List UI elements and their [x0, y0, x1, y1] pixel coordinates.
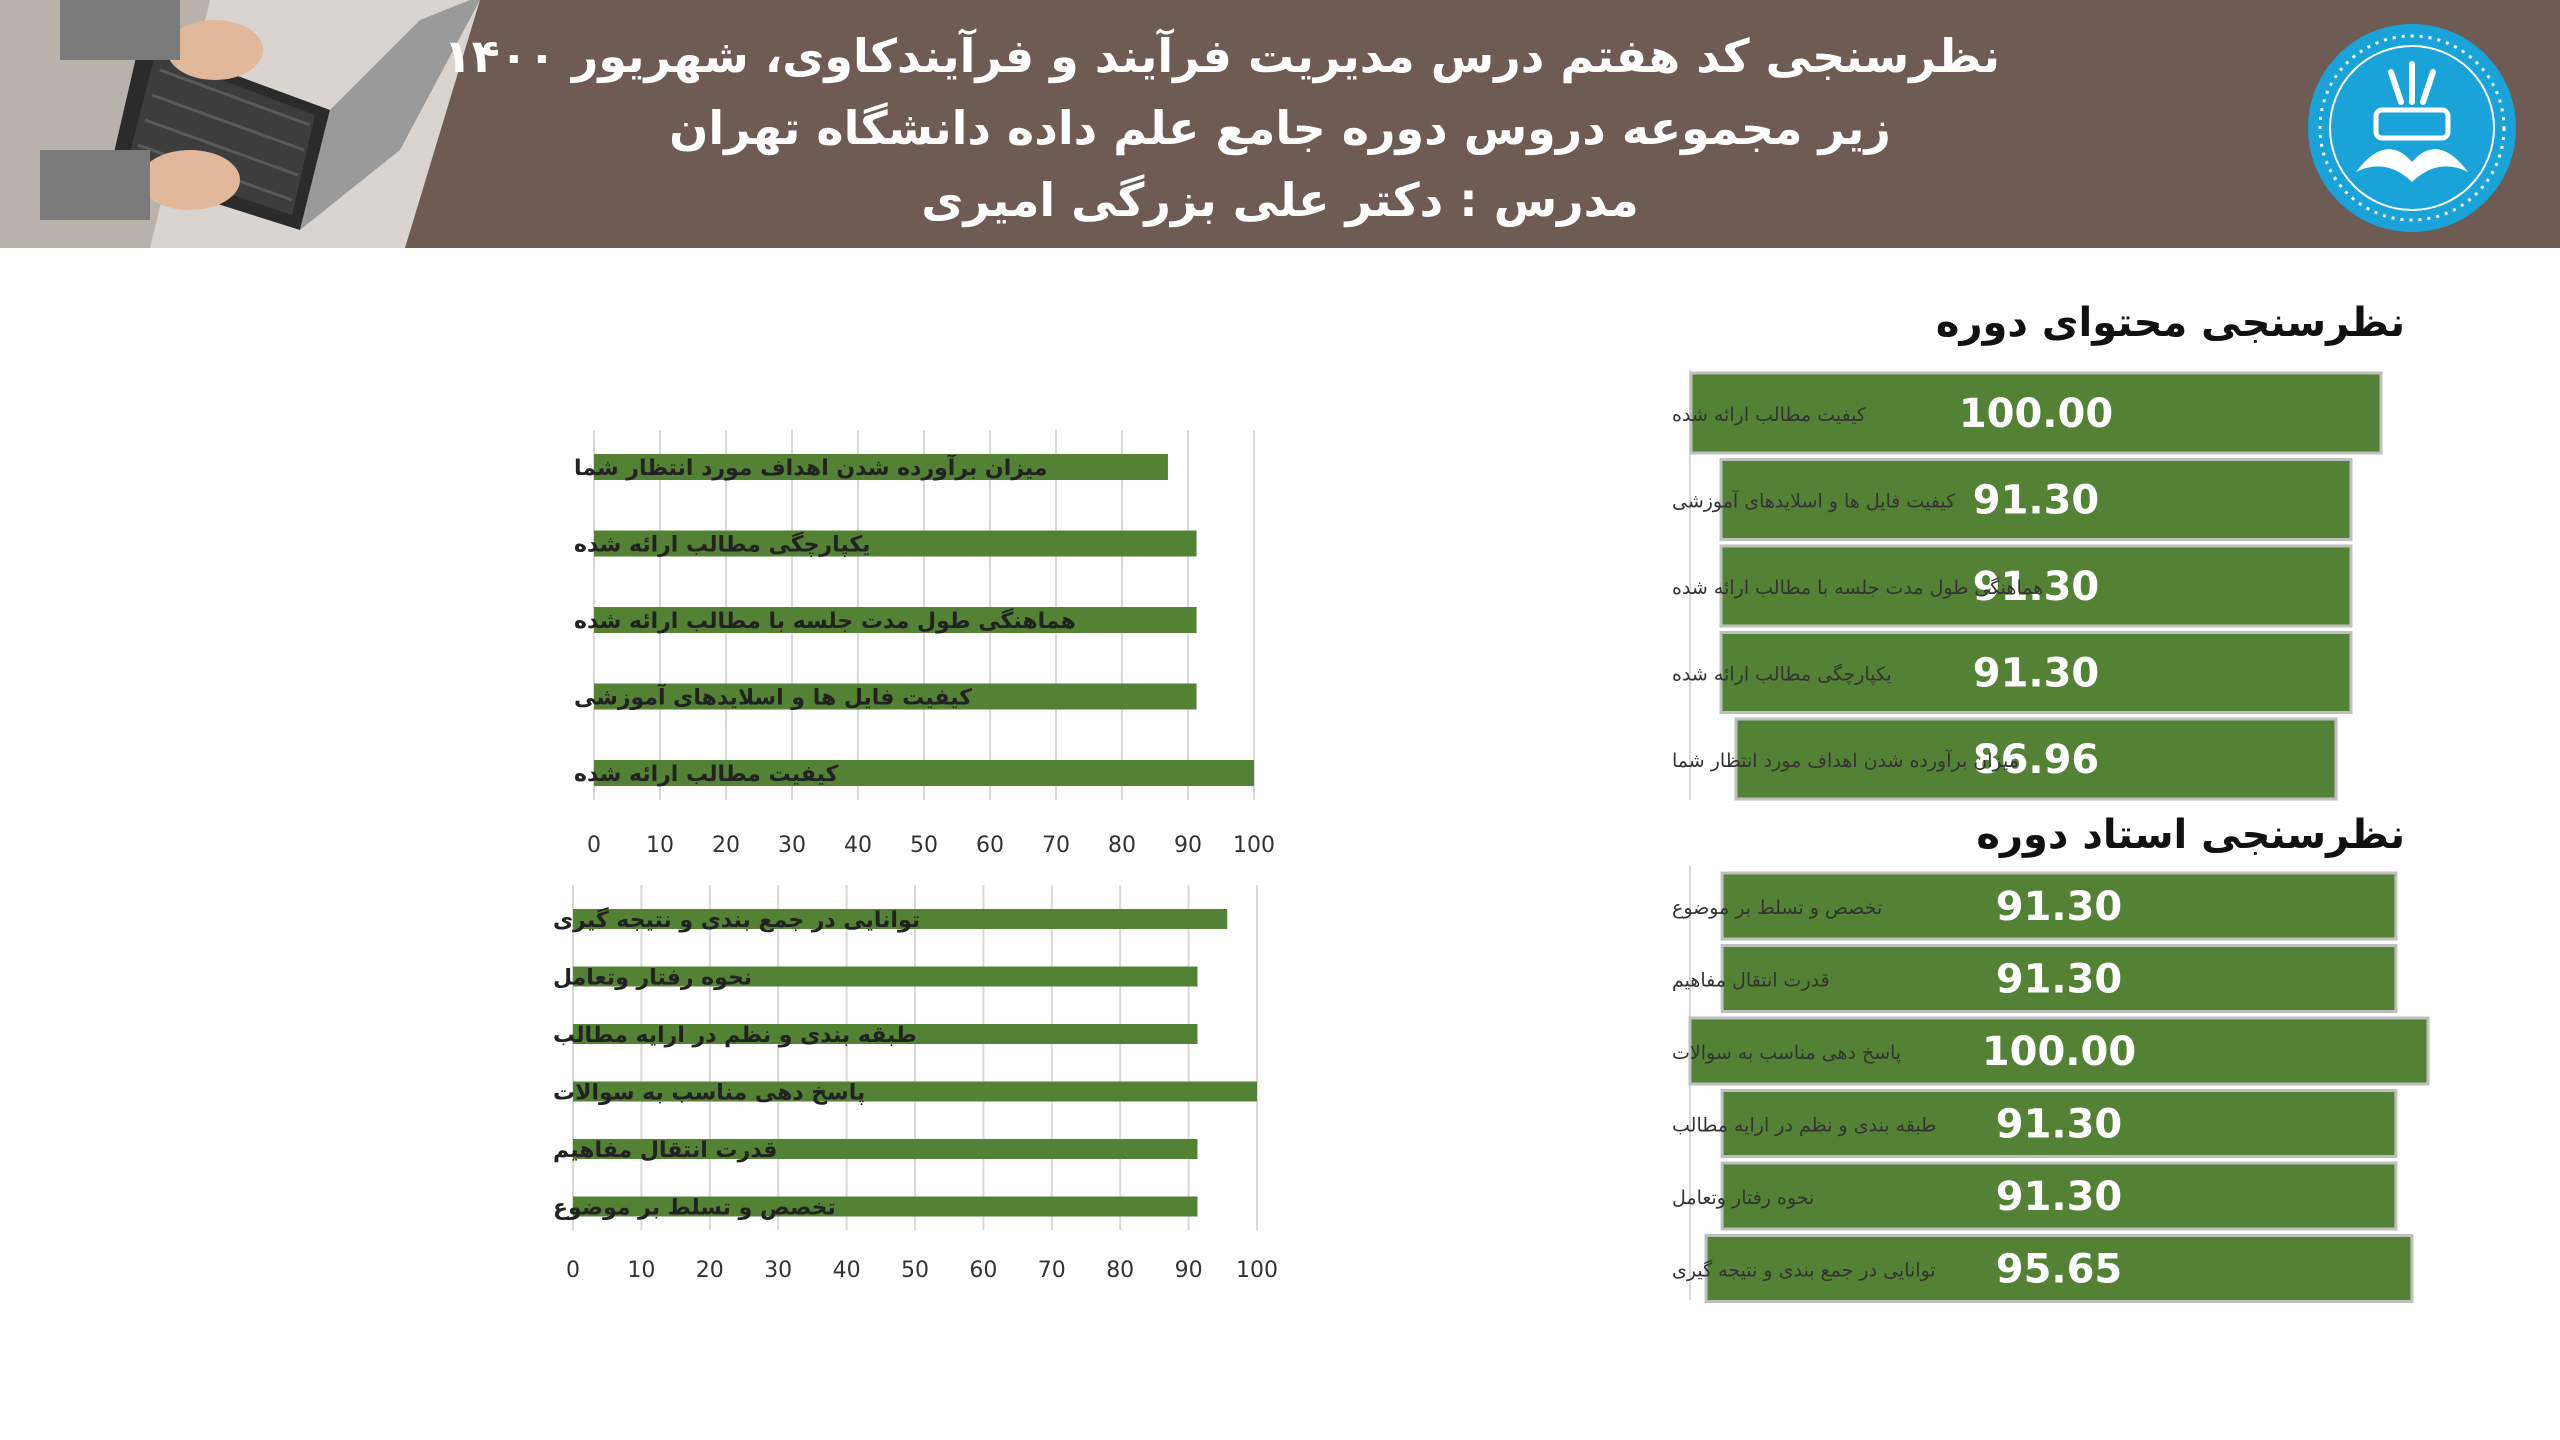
bar-content	[594, 683, 1197, 710]
category-label-instructor-values: پاسخ دهی مناسب به سوالات	[1672, 1042, 1901, 1064]
bar-instructor	[573, 1024, 1198, 1044]
value-label-instructor-values: 91.30	[1996, 957, 2123, 1003]
university-of-tehran-logo-icon	[2308, 24, 2516, 232]
category-label-instructor: نحوه رفتار وتعامل	[553, 966, 752, 991]
category-label-instructor: پاسخ دهی مناسب به سوالات	[553, 1081, 865, 1106]
value-label-content-values: 86.96	[1973, 737, 2100, 783]
header-banner: نظرسنجی کد هفتم درس مدیریت فرآیند و فرآی…	[0, 0, 2560, 248]
x-tick-label-instructor: 40	[833, 1258, 861, 1283]
x-tick-label-content: 20	[712, 833, 740, 858]
bar-content	[594, 530, 1197, 557]
value-bar-content-values	[1719, 544, 2353, 628]
x-tick-label-content: 30	[778, 833, 806, 858]
value-label-instructor-values: 100.00	[1982, 1029, 2136, 1075]
x-tick-label-content: 60	[976, 833, 1004, 858]
category-label-content-values: یکپارچگی مطالب ارائه شده	[1672, 663, 1892, 686]
category-label-instructor: توانایی در جمع بندی و نتیجه گیری	[553, 906, 920, 933]
bar-content	[594, 607, 1197, 633]
value-label-content-values: 91.30	[1973, 651, 2100, 697]
value-bar-instructor-values	[1704, 1234, 2414, 1303]
category-label-instructor-values: تخصص و تسلط بر موضوع	[1672, 897, 1882, 919]
content-survey-title: نظرسنجی محتوای دوره	[1935, 300, 2405, 346]
value-bar-instructor-values	[1720, 1089, 2398, 1158]
value-label-instructor-values: 95.65	[1996, 1247, 2123, 1293]
value-label-content-values: 91.30	[1973, 564, 2100, 610]
value-label-instructor-values: 91.30	[1996, 1102, 2123, 1148]
value-bar-instructor-values	[1720, 871, 2398, 941]
category-label-content-values: هماهنگی طول مدت جلسه با مطالب ارائه شده	[1672, 576, 2043, 599]
value-label-instructor-values: 91.30	[1996, 884, 2123, 930]
category-label-content-values: کیفیت مطالب ارائه شده	[1672, 404, 1867, 426]
x-tick-label-instructor: 70	[1038, 1258, 1066, 1283]
x-tick-label-instructor: 10	[627, 1258, 655, 1283]
category-label-instructor-values: قدرت انتقال مفاهیم	[1672, 970, 1830, 992]
x-tick-label-content: 10	[646, 833, 674, 858]
x-tick-label-instructor: 80	[1106, 1258, 1134, 1283]
x-tick-label-instructor: 0	[566, 1258, 580, 1283]
x-tick-label-content: 50	[910, 833, 938, 858]
x-tick-label-content: 80	[1108, 833, 1136, 858]
value-label-content-values: 91.30	[1973, 478, 2100, 524]
x-tick-label-content: 90	[1174, 833, 1202, 858]
laptop-typing-photo-icon	[0, 0, 480, 248]
x-tick-label-instructor: 50	[901, 1258, 929, 1283]
x-tick-label-content: 100	[1233, 833, 1275, 858]
category-label-content: کیفیت مطالب ارائه شده	[574, 762, 839, 787]
category-label-instructor-values: توانایی در جمع بندی و نتیجه گیری	[1672, 1259, 1936, 1282]
header-title-line3: مدرس : دکتر علی بزرگی امیری	[921, 173, 1639, 227]
category-label-instructor-values: طبقه بندی و نظم در ارایه مطالب	[1672, 1115, 1936, 1137]
x-tick-label-instructor: 60	[969, 1258, 997, 1283]
category-label-content: کیفیت فایل ها و اسلایدهای آموزشی	[574, 683, 972, 711]
bar-instructor	[573, 1139, 1198, 1159]
bar-instructor	[573, 966, 1198, 987]
category-label-instructor: قدرت انتقال مفاهیم	[553, 1138, 777, 1163]
category-label-content: یکپارچگی مطالب ارائه شده	[574, 531, 870, 558]
category-label-instructor: طبقه بندی و نظم در ارایه مطالب	[553, 1023, 917, 1048]
header-title-block: نظرسنجی کد هفتم درس مدیریت فرآیند و فرآی…	[443, 20, 2000, 236]
value-bar-content-values	[1719, 631, 2353, 714]
x-tick-label-instructor: 90	[1175, 1258, 1203, 1283]
x-tick-label-instructor: 20	[696, 1258, 724, 1283]
bar-instructor	[573, 1081, 1257, 1102]
value-bar-instructor-values	[1720, 1161, 2398, 1231]
bar-instructor	[573, 1196, 1198, 1217]
category-label-content: میزان برآورده شدن اهداف مورد انتظار شما	[574, 453, 1048, 481]
header-title-line2: زیر مجموعه دروس دوره جامع علم داده دانشگ…	[669, 101, 1891, 155]
x-tick-label-instructor: 100	[1236, 1258, 1278, 1283]
value-bar-content-values	[1689, 371, 2383, 455]
x-tick-label-content: 70	[1042, 833, 1070, 858]
value-bar-instructor-values	[1720, 944, 2398, 1013]
value-label-content-values: 100.00	[1959, 391, 2113, 437]
bar-content	[594, 454, 1168, 480]
value-bar-instructor-values	[1688, 1016, 2430, 1086]
value-bar-content-values	[1719, 458, 2353, 541]
bar-instructor	[573, 909, 1228, 929]
category-label-content-values: میزان برآورده شدن اهداف مورد انتظار شما	[1672, 748, 2019, 772]
value-bar-content-values	[1734, 717, 2338, 801]
x-tick-label-content: 0	[587, 833, 601, 858]
bar-content	[594, 760, 1254, 786]
category-label-instructor-values: نحوه رفتار وتعامل	[1672, 1187, 1814, 1209]
x-tick-label-instructor: 30	[764, 1258, 792, 1283]
category-label-content-values: کیفیت فایل ها و اسلایدهای آموزشی	[1672, 489, 1956, 513]
header-title-line1: نظرسنجی کد هفتم درس مدیریت فرآیند و فرآی…	[443, 29, 2000, 83]
category-label-content: هماهنگی طول مدت جلسه با مطالب ارائه شده	[574, 607, 1076, 634]
category-label-instructor: تخصص و تسلط بر موضوع	[553, 1196, 836, 1221]
value-label-instructor-values: 91.30	[1996, 1174, 2123, 1220]
x-tick-label-content: 40	[844, 833, 872, 858]
instructor-survey-title: نظرسنجی استاد دوره	[1976, 812, 2405, 858]
